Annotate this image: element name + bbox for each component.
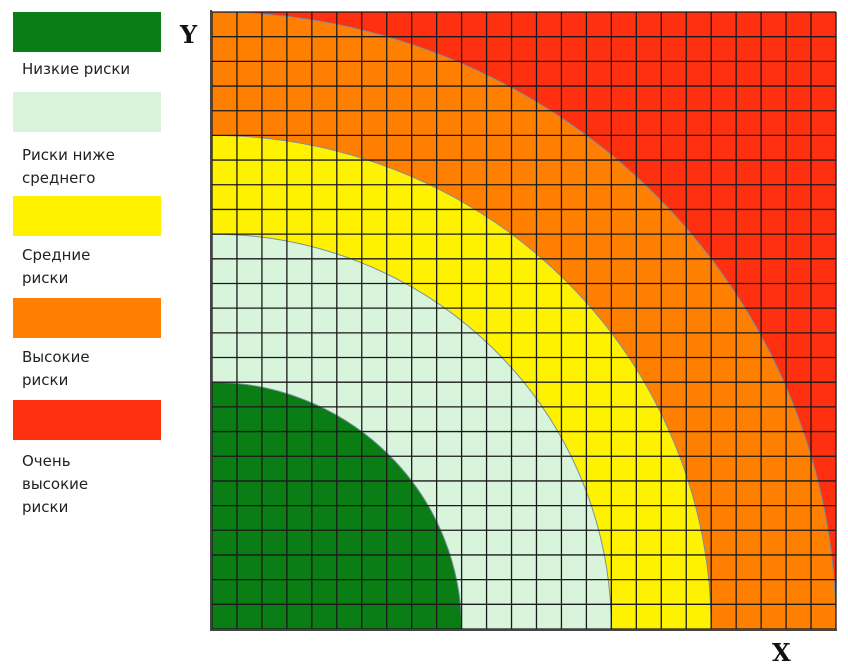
x-axis-label: X — [772, 638, 791, 667]
legend-swatch-low-risk — [13, 12, 161, 52]
y-axis-label: Y — [180, 20, 198, 49]
legend-swatch-below-average-risk — [13, 92, 161, 132]
legend: Низкие риски Риски ниже среднего Средние… — [0, 0, 180, 672]
legend-swatch-high-risk — [13, 298, 161, 338]
risk-zones — [211, 11, 837, 630]
legend-label-medium-risk: Средние риски — [22, 246, 91, 287]
legend-swatch-medium-risk — [13, 196, 161, 236]
legend-label-very-high-risk: Очень высокие риски — [22, 452, 89, 516]
legend-label-below-average-risk: Риски ниже среднего — [22, 146, 115, 187]
legend-swatch-very-high-risk — [13, 400, 161, 440]
legend-label-low-risk: Низкие риски — [22, 60, 131, 78]
legend-label-high-risk: Высокие риски — [22, 348, 90, 389]
